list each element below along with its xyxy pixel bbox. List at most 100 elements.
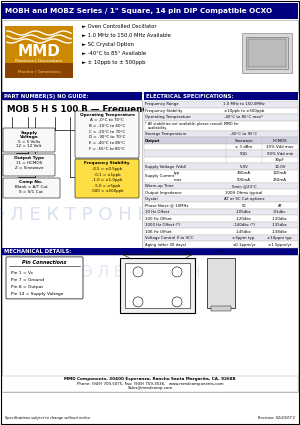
Text: F = -55°C to 85°C: F = -55°C to 85°C (89, 147, 125, 151)
Text: -40°C to 85°C max*: -40°C to 85°C max* (224, 115, 263, 119)
Text: -40°C to 95°C: -40°C to 95°C (230, 132, 258, 136)
Text: Aging (after 30 days): Aging (after 30 days) (145, 243, 186, 246)
FancyBboxPatch shape (3, 128, 55, 152)
Bar (5, 63, 73, 78)
Text: Sinewave: Sinewave (235, 139, 253, 143)
Text: Pin Connections: Pin Connections (22, 261, 66, 265)
Text: Frequency Range: Frequency Range (145, 102, 178, 106)
Bar (2, 376, 298, 392)
Text: 50Ω: 50Ω (240, 152, 248, 156)
Bar (120, 258, 195, 313)
Bar (248, 39, 286, 67)
Text: -138dbc: -138dbc (272, 230, 288, 234)
Text: Pin 14 = Supply Voltage: Pin 14 = Supply Voltage (11, 292, 64, 296)
FancyBboxPatch shape (3, 178, 60, 198)
Bar (2, 92, 142, 100)
Text: -120dbc: -120dbc (236, 217, 252, 221)
Text: -120dbc: -120dbc (272, 217, 288, 221)
Text: Pin 7 = Ground: Pin 7 = Ground (11, 278, 44, 282)
Text: A = -0°C to 70°C: A = -0°C to 70°C (90, 118, 124, 122)
Text: MMD Components, 30400 Esperanza, Rancho Santa Margarita, CA. 92688: MMD Components, 30400 Esperanza, Rancho … (64, 377, 236, 381)
Bar (2, 100, 142, 270)
Bar (144, 196, 298, 202)
Bar (144, 92, 298, 100)
Text: Crystal: Crystal (145, 197, 159, 201)
Bar (144, 222, 298, 228)
Text: 10% Vdd max: 10% Vdd max (266, 145, 294, 149)
Bar (144, 183, 298, 190)
Text: Monitors | Generators: Monitors | Generators (15, 58, 63, 62)
Bar (144, 108, 298, 114)
Text: ► -40°C to 85° Available: ► -40°C to 85° Available (82, 51, 146, 56)
Text: Э Л Е К Т Р О Н Н: Э Л Е К Т Р О Н Н (82, 265, 218, 280)
Bar (144, 170, 298, 183)
FancyBboxPatch shape (6, 257, 83, 299)
Text: Revision: 02/23/07 C: Revision: 02/23/07 C (258, 416, 295, 420)
Text: 0.5": 0.5" (218, 251, 225, 255)
Text: MOBH and MOBZ Series / 1" Square, 14 pin DIP Compatible OCXO: MOBH and MOBZ Series / 1" Square, 14 pin… (5, 8, 272, 14)
Text: availability.: availability. (148, 126, 168, 130)
Text: S = S/C Cut: S = S/C Cut (19, 190, 43, 194)
Bar (144, 144, 298, 150)
Text: -1.0 = ±1.0ppb: -1.0 = ±1.0ppb (92, 178, 122, 182)
Text: 5.0V: 5.0V (240, 164, 248, 169)
Text: 500mA: 500mA (237, 178, 251, 181)
Text: * All stabilities not available, please consult MMD for: * All stabilities not available, please … (145, 122, 239, 126)
Text: 100 Hz Offset: 100 Hz Offset (145, 217, 172, 221)
Text: MOB 5 H S 100 B — Frequency: MOB 5 H S 100 B — Frequency (7, 105, 153, 113)
Circle shape (172, 267, 182, 277)
Bar (242, 33, 292, 73)
Text: Output Type: Output Type (14, 156, 44, 160)
Bar (246, 37, 288, 69)
Bar (2, 248, 298, 255)
Text: 1.0 MHz to 150.0MHz: 1.0 MHz to 150.0MHz (223, 102, 265, 106)
Bar (144, 101, 298, 108)
Text: -91dbc: -91dbc (273, 210, 287, 214)
Bar (144, 241, 298, 248)
Bar (144, 202, 298, 209)
Text: ±3ppm typ.: ±3ppm typ. (232, 236, 256, 240)
Bar (2, 20, 298, 93)
Text: Output Impedance: Output Impedance (145, 191, 182, 195)
Text: Frequency Stability: Frequency Stability (145, 109, 182, 113)
Text: B = -10°C to 60°C: B = -10°C to 60°C (89, 124, 125, 128)
Text: MMD: MMD (18, 43, 60, 59)
Text: 11 = HCMOS: 11 = HCMOS (16, 161, 42, 165)
Text: SC: SC (242, 204, 247, 208)
Text: Z = Sinewave: Z = Sinewave (15, 166, 43, 170)
Text: Operating Temperature: Operating Temperature (145, 115, 190, 119)
Text: Supply Current: Supply Current (145, 174, 174, 178)
Bar (2, 413, 298, 424)
Text: Phase Noise @ 10MHz: Phase Noise @ 10MHz (145, 204, 188, 208)
Bar (144, 190, 298, 196)
Bar (207, 258, 235, 308)
Bar (144, 235, 298, 241)
Text: -140dbc (*): -140dbc (*) (233, 223, 255, 227)
Text: -145dbc: -145dbc (236, 230, 252, 234)
Text: ► SC Crystal Option: ► SC Crystal Option (82, 42, 134, 46)
Text: ► ± 10ppb to ± 500ppb: ► ± 10ppb to ± 500ppb (82, 60, 146, 65)
Text: ± 3 dBm: ± 3 dBm (236, 145, 253, 149)
Bar (144, 157, 298, 163)
Text: typ: typ (174, 171, 180, 175)
Text: AT or SC Cut options: AT or SC Cut options (224, 197, 264, 201)
FancyBboxPatch shape (75, 159, 139, 198)
Bar (144, 137, 298, 144)
Text: Supply Voltage (Vdd): Supply Voltage (Vdd) (145, 164, 186, 169)
Text: -135dbc: -135dbc (272, 223, 288, 227)
Bar (144, 228, 298, 235)
Bar (144, 131, 298, 137)
Text: Operating Temperature: Operating Temperature (80, 113, 134, 117)
Text: 250mA: 250mA (273, 178, 287, 181)
Text: 30pF: 30pF (275, 158, 285, 162)
Text: ±10ppm typ.: ±10ppm typ. (267, 236, 293, 240)
Text: Sales@mmdcomp.com: Sales@mmdcomp.com (128, 386, 172, 390)
Text: 5 = 5 Volts: 5 = 5 Volts (18, 140, 40, 144)
Text: 12.0V: 12.0V (274, 164, 286, 169)
Text: -5.0 = ±5ppb: -5.0 = ±5ppb (94, 184, 120, 187)
Text: 10 Hz Offset: 10 Hz Offset (145, 210, 169, 214)
Text: 1000 Hz Offset (*): 1000 Hz Offset (*) (145, 223, 180, 227)
Text: Comp No.: Comp No. (19, 180, 43, 184)
Bar (2, 255, 298, 392)
Text: 10K Hz Offset: 10K Hz Offset (145, 230, 172, 234)
